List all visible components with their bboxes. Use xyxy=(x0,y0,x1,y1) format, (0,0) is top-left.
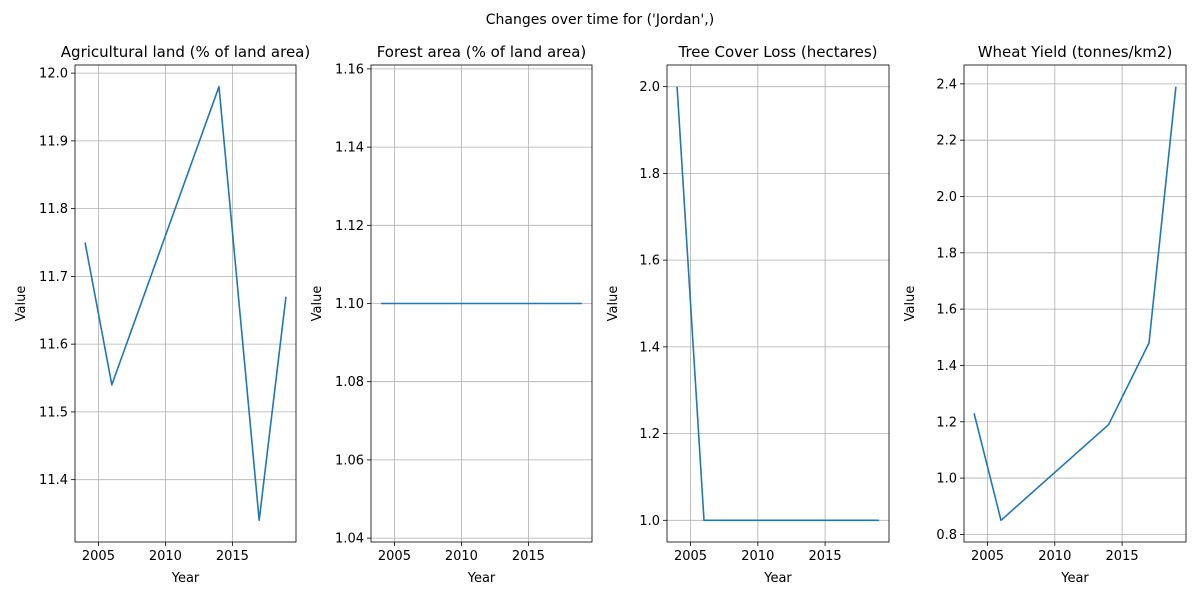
y-tick-label: 1.06 xyxy=(335,453,364,468)
axes-frame xyxy=(963,64,1187,543)
y-tick-label: 1.2 xyxy=(639,427,660,442)
chart-panel-2: 2005 2010 2015 1.04 1.06 1.08 1.10 1.12 1.14 1.16… xyxy=(310,43,593,586)
y-tick-label: 1.0 xyxy=(936,472,957,487)
y-tick-label: 1.0 xyxy=(639,514,660,529)
y-axis-label: Value xyxy=(903,286,918,322)
y-tick-label: 1.16 xyxy=(335,62,364,77)
x-axis-label: Year xyxy=(467,571,496,586)
chart-panel-4: 2005 2010 2015 0.8 1.0 1.2 1.4 1.6 1.8 2.0 2.2 2.4 W… xyxy=(903,43,1187,586)
y-tick-label: 0.8 xyxy=(936,528,957,543)
y-tick-label: 1.6 xyxy=(936,303,957,318)
y-tick-label: 1.2 xyxy=(936,415,957,430)
x-tick-label: 2005 xyxy=(971,549,1004,564)
x-tick-label: 2005 xyxy=(378,549,411,564)
y-axis-label: Value xyxy=(310,286,325,322)
y-tick-label: 1.8 xyxy=(639,167,660,182)
x-tick-label: 2015 xyxy=(1106,549,1139,564)
y-tick-label: 1.14 xyxy=(335,141,364,156)
x-tick-label: 2005 xyxy=(82,549,115,564)
x-tick-label: 2015 xyxy=(216,549,249,564)
y-axis-label: Value xyxy=(606,286,621,322)
y-axis-label: Value xyxy=(14,286,29,322)
x-axis-label: Year xyxy=(1060,571,1089,586)
series-line xyxy=(84,85,287,522)
chart-title: Forest area (% of land area) xyxy=(377,43,587,61)
x-axis-label: Year xyxy=(763,571,792,586)
y-tick-label: 11.8 xyxy=(39,202,68,217)
y-tick-label: 2.2 xyxy=(936,134,957,149)
x-tick-label: 2010 xyxy=(445,549,478,564)
y-tick-label: 11.7 xyxy=(39,270,68,285)
y-tick-label: 1.04 xyxy=(335,532,364,547)
axes-frame xyxy=(666,64,890,543)
chart-title: Agricultural land (% of land area) xyxy=(61,43,310,61)
y-tick-label: 1.12 xyxy=(335,219,364,234)
y-tick-label: 2.0 xyxy=(936,190,957,205)
axes-frame xyxy=(74,64,297,543)
series-line xyxy=(973,86,1177,522)
x-tick-label: 2010 xyxy=(741,549,774,564)
y-tick-label: 1.6 xyxy=(639,254,660,269)
y-tick-label: 11.9 xyxy=(39,134,68,149)
y-tick-label: 11.6 xyxy=(39,338,68,353)
chart-title: Wheat Yield (tonnes/km2) xyxy=(978,43,1173,61)
x-axis-label: Year xyxy=(171,571,200,586)
chart-panel-3: 2005 2010 2015 1.0 1.2 1.4 1.6 1.8 2.0 Tree Cover… xyxy=(606,43,890,586)
y-tick-label: 1.4 xyxy=(639,340,660,355)
x-tick-label: 2005 xyxy=(674,549,707,564)
chart-title: Tree Cover Loss (hectares) xyxy=(677,43,877,61)
y-tick-label: 1.4 xyxy=(936,359,957,374)
x-tick-label: 2010 xyxy=(149,549,182,564)
x-tick-label: 2015 xyxy=(512,549,545,564)
x-tick-label: 2010 xyxy=(1038,549,1071,564)
series-line xyxy=(676,86,879,522)
chart-panel-1: 2005 2010 2015 11.4 11.5 11.6 11.7 11.8 11.9 12.0… xyxy=(14,43,310,586)
y-tick-label: 11.5 xyxy=(39,405,68,420)
y-tick-label: 11.4 xyxy=(39,473,68,488)
y-tick-label: 2.0 xyxy=(639,80,660,95)
figure-suptitle: Changes over time for ('Jordan',) xyxy=(486,12,714,28)
y-tick-label: 1.10 xyxy=(335,297,364,312)
x-tick-label: 2015 xyxy=(809,549,842,564)
y-tick-label: 12.0 xyxy=(39,67,68,82)
y-tick-label: 1.8 xyxy=(936,246,957,261)
y-tick-label: 1.08 xyxy=(335,375,364,390)
y-tick-label: 2.4 xyxy=(936,77,957,92)
